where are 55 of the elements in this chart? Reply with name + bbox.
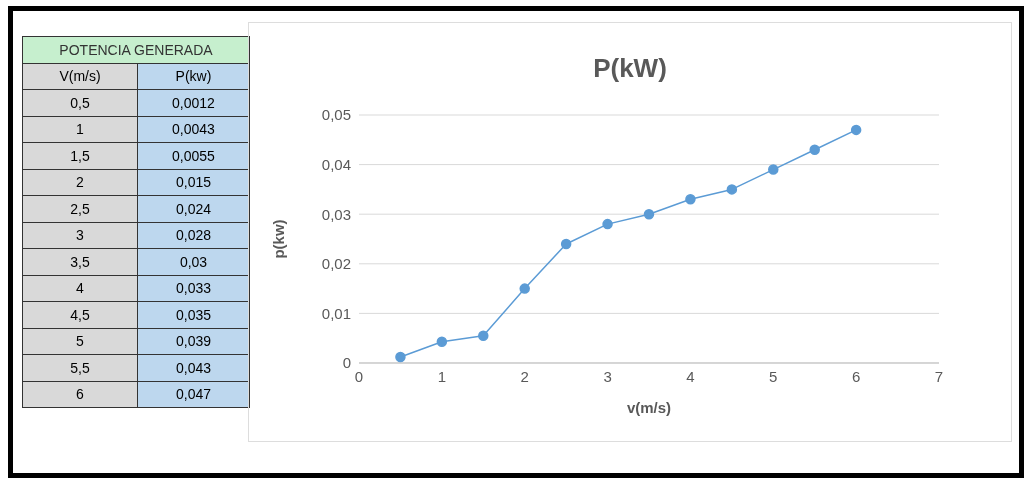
text: 0,047 xyxy=(137,381,250,408)
text: 5,5 xyxy=(22,354,138,381)
text: 0,028 xyxy=(137,222,250,249)
text: P(kw) xyxy=(137,63,250,90)
text: 0,024 xyxy=(137,195,250,222)
point xyxy=(643,208,655,220)
point xyxy=(809,144,820,155)
point xyxy=(726,184,738,195)
y-axis-title: p(kw) xyxy=(270,219,288,259)
text: 4 xyxy=(22,275,138,302)
x-tick-label: 0 xyxy=(354,367,364,385)
point xyxy=(478,330,489,341)
point xyxy=(436,336,448,347)
text: 3 xyxy=(22,222,138,249)
y-tick-label: 0,04 xyxy=(321,155,351,173)
y-tick-label: 0,02 xyxy=(321,255,351,273)
x-tick-label: 1 xyxy=(437,367,447,385)
text: POTENCIA GENERADA xyxy=(22,36,250,63)
text: 0,0012 xyxy=(137,89,250,116)
x-tick-label: 5 xyxy=(769,367,778,385)
point xyxy=(602,218,613,230)
text: 1,5 xyxy=(22,142,138,169)
point xyxy=(395,351,406,363)
y-tick-label: 0,05 xyxy=(321,106,351,124)
text: V(m/s) xyxy=(22,63,138,90)
y-tick-label: 0,01 xyxy=(321,304,351,322)
text: 0,0043 xyxy=(137,116,250,143)
text: 0,0055 xyxy=(137,142,250,169)
text: 2 xyxy=(22,169,138,196)
y-tick-label: 0 xyxy=(342,354,351,372)
x-tick-label: 2 xyxy=(520,367,529,385)
y-tick-label: 0,03 xyxy=(321,205,351,223)
text: 4,5 xyxy=(22,301,138,328)
x-axis-title: v(m/s) xyxy=(626,399,672,416)
text: 0,5 xyxy=(22,89,138,116)
text: 5 xyxy=(22,328,138,355)
x-tick-label: 7 xyxy=(934,367,944,385)
text: 0,033 xyxy=(137,275,250,302)
text: 0,035 xyxy=(137,301,250,328)
text: 1 xyxy=(22,116,138,143)
point xyxy=(850,124,862,136)
point xyxy=(560,238,572,250)
x-tick-label: 6 xyxy=(851,367,861,385)
chart-title: P(kW) xyxy=(592,53,668,84)
point xyxy=(519,283,530,294)
text: 0,043 xyxy=(137,354,250,381)
point xyxy=(685,194,696,205)
point xyxy=(768,164,779,175)
text: 2,5 xyxy=(22,195,138,222)
x-tick-label: 4 xyxy=(686,367,695,385)
text: 0,03 xyxy=(137,248,250,275)
text: 3,5 xyxy=(22,248,138,275)
text: 0,015 xyxy=(137,169,250,196)
x-tick-label: 3 xyxy=(603,367,612,385)
text: 0,039 xyxy=(137,328,250,355)
